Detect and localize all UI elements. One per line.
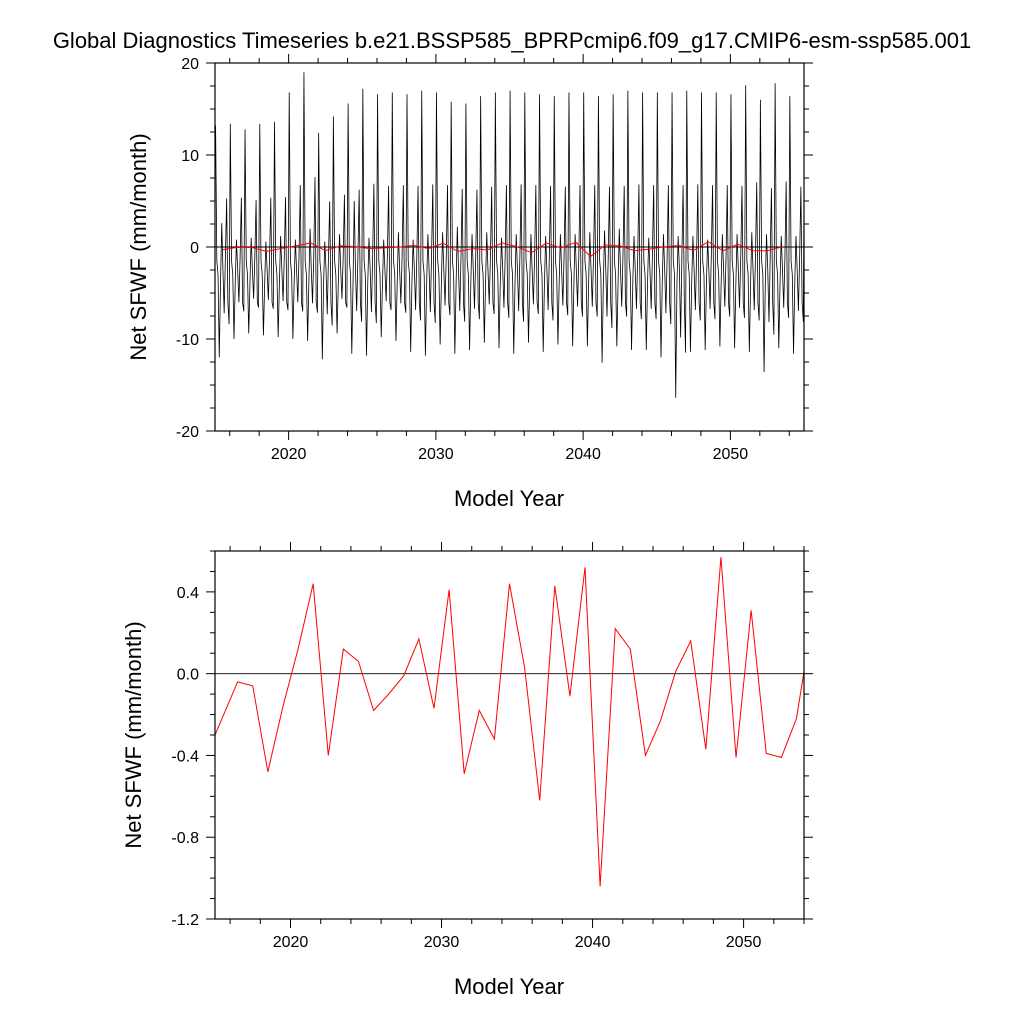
plot-area	[215, 557, 804, 887]
x-tick-label: 2050	[713, 446, 749, 463]
y-tick-label: 0.0	[177, 667, 199, 684]
top-x-axis-label: Model Year	[454, 486, 564, 511]
annual-mean-series-line	[222, 241, 783, 258]
top-plot-content	[215, 72, 804, 398]
x-tick-label: 2030	[424, 934, 460, 951]
y-tick-label: 10	[181, 148, 199, 165]
y-tick-label: -1.2	[171, 912, 199, 929]
plot-area	[215, 72, 804, 398]
y-tick-label: 0.4	[177, 585, 199, 602]
bottom-plot-content	[215, 557, 804, 887]
chart-title: Global Diagnostics Timeseries b.e21.BSSP…	[53, 28, 971, 53]
y-tick-label: -0.8	[171, 830, 199, 847]
y-tick-label: -0.4	[171, 748, 199, 765]
bottom-plot-frame	[214, 550, 805, 920]
y-tick-label: 0	[190, 240, 199, 257]
bottom-ticks	[206, 542, 813, 928]
y-tick-label: -10	[176, 332, 199, 349]
x-tick-label: 2030	[418, 446, 454, 463]
annual-mean-series-line	[215, 557, 804, 887]
x-tick-label: 2040	[575, 934, 611, 951]
x-tick-label: 2040	[565, 446, 601, 463]
x-tick-label: 2020	[273, 934, 309, 951]
bottom-y-axis-label: Net SFWF (mm/month)	[121, 621, 146, 848]
top-panel: 2020 2030 2040 2050 -20 -10 0 10 20 Model Year N…	[126, 54, 813, 511]
bottom-tick-labels: 2020 2030 2040 2050 -1.2 -0.8 -0.4 0.0 0.4	[171, 585, 761, 951]
y-tick-label: -20	[176, 424, 199, 441]
monthly-series-line	[215, 72, 804, 398]
bottom-x-axis-label: Model Year	[454, 974, 564, 999]
x-tick-label: 2020	[271, 446, 307, 463]
x-tick-label: 2050	[726, 934, 762, 951]
y-tick-label: 20	[181, 56, 199, 73]
bottom-panel: 2020 2030 2040 2050 -1.2 -0.8 -0.4 0.0 0.4 Model…	[121, 542, 813, 999]
top-ticks	[206, 54, 813, 440]
top-y-axis-label: Net SFWF (mm/month)	[126, 133, 151, 360]
top-tick-labels: 2020 2030 2040 2050 -20 -10 0 10 20	[176, 56, 748, 463]
